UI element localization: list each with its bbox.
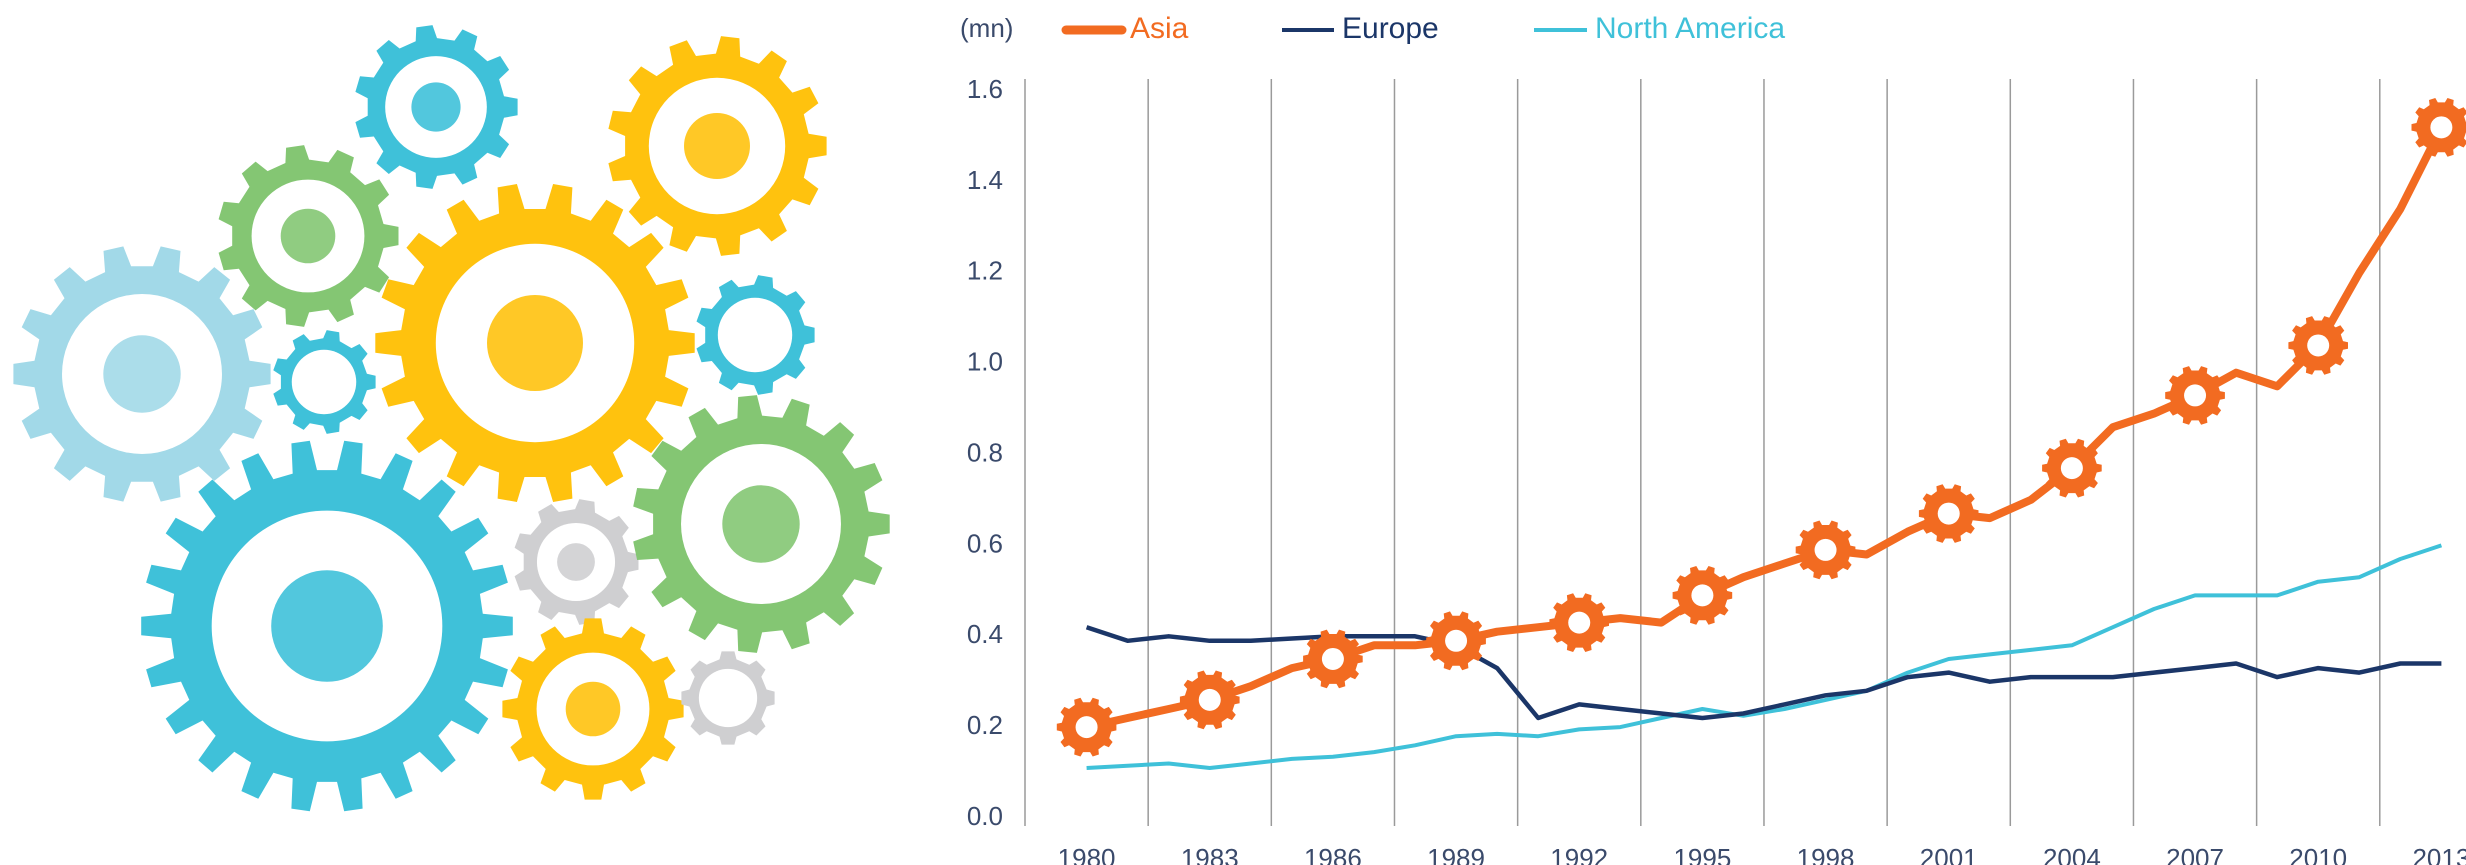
y-tick-label: 0.8: [967, 437, 1003, 467]
gear-icon: [411, 82, 461, 132]
y-tick-label: 0.2: [967, 710, 1003, 740]
gear-marker-hole: [1198, 688, 1221, 711]
gear-icon: [565, 681, 621, 737]
y-tick-label: 1.2: [967, 256, 1003, 286]
gear-marker-hole: [2184, 384, 2207, 407]
gear-icon: [487, 295, 583, 391]
legend-label: North America: [1595, 12, 1785, 45]
y-tick-label: 1.6: [967, 74, 1003, 104]
x-tick-label: 1980: [1058, 843, 1116, 865]
gear-icon: [722, 485, 800, 563]
y-axis-unit: (mn): [960, 13, 1013, 43]
gear-marker-hole: [1568, 611, 1591, 634]
gear-hole: [698, 668, 758, 728]
legend-label: Asia: [1130, 12, 1189, 45]
gear-illustration: [13, 25, 890, 812]
gear-marker-hole: [1445, 629, 1468, 652]
gear-hole: [717, 297, 793, 373]
x-tick-label: 2007: [2166, 843, 2224, 865]
gear-icon: [103, 335, 181, 413]
series-line: [1085, 625, 2442, 721]
x-tick-label: 1986: [1304, 843, 1362, 865]
x-tick-label: 2004: [2043, 843, 2101, 865]
series-line: [1086, 543, 2443, 770]
x-tick-label: 1992: [1550, 843, 1608, 865]
x-tick-label: 2001: [1920, 843, 1978, 865]
x-tick-label: 2013: [2412, 843, 2466, 865]
gear-marker-hole: [1937, 502, 1960, 525]
gear-marker-hole: [1814, 538, 1837, 561]
y-tick-label: 0.6: [967, 528, 1003, 558]
gear-icon: [684, 113, 750, 179]
gear-marker-hole: [2430, 116, 2453, 139]
gear-hole: [291, 349, 357, 415]
y-tick-label: 0.4: [967, 619, 1003, 649]
x-tick-label: 1983: [1181, 843, 1239, 865]
gear-marker-hole: [1321, 647, 1344, 670]
gear-marker-hole: [2307, 334, 2330, 357]
x-tick-label: 2010: [2289, 843, 2347, 865]
y-tick-label: 1.4: [967, 165, 1003, 195]
x-tick-label: 1989: [1427, 843, 1485, 865]
x-tick-label: 1995: [1673, 843, 1731, 865]
y-tick-label: 1.0: [967, 347, 1003, 377]
y-tick-label: 0.0: [967, 801, 1003, 831]
gear-icon: [280, 208, 336, 264]
gear-marker-hole: [2060, 457, 2083, 480]
gear-marker-hole: [1075, 716, 1098, 739]
gear-icon: [271, 570, 383, 682]
legend-label: Europe: [1342, 12, 1439, 45]
gear-icon: [557, 543, 595, 581]
gear-marker-hole: [1691, 584, 1714, 607]
x-tick-label: 1998: [1797, 843, 1855, 865]
